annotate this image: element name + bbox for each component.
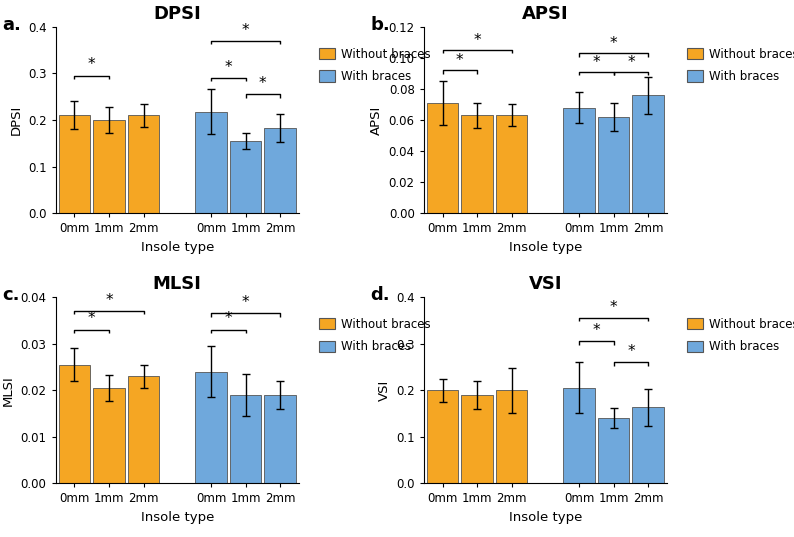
Bar (128, 115, 160, 213)
Text: *: * (225, 311, 232, 326)
Bar (427, 390, 458, 483)
Text: a.: a. (2, 16, 21, 34)
Legend: Without braces, With braces: Without braces, With braces (318, 48, 430, 83)
Bar (598, 117, 630, 213)
Bar (633, 408, 664, 483)
Text: d.: d. (370, 286, 390, 304)
Text: *: * (627, 344, 634, 359)
Text: *: * (627, 55, 634, 70)
Y-axis label: APSI: APSI (370, 105, 383, 135)
Bar (564, 388, 595, 483)
Bar (229, 141, 261, 213)
Title: DPSI: DPSI (153, 4, 201, 23)
Bar (195, 372, 227, 483)
Bar (564, 107, 595, 213)
Bar (427, 103, 458, 213)
Title: MLSI: MLSI (153, 274, 202, 293)
Bar (128, 376, 160, 483)
Y-axis label: MLSI: MLSI (2, 375, 15, 405)
Text: *: * (456, 53, 464, 68)
Title: APSI: APSI (522, 4, 569, 23)
Text: *: * (105, 293, 113, 308)
Text: *: * (242, 23, 249, 38)
Title: VSI: VSI (529, 274, 562, 293)
Bar (59, 115, 91, 213)
Bar (93, 388, 125, 483)
Bar (195, 112, 227, 213)
Text: *: * (242, 295, 249, 310)
Y-axis label: DPSI: DPSI (10, 105, 22, 135)
X-axis label: Insole type: Insole type (509, 511, 582, 524)
Y-axis label: VSI: VSI (377, 380, 391, 401)
Text: *: * (473, 33, 481, 48)
Legend: Without braces, With braces: Without braces, With braces (687, 48, 794, 83)
X-axis label: Insole type: Insole type (509, 241, 582, 254)
Bar (496, 390, 527, 483)
Text: *: * (610, 300, 618, 315)
Bar (59, 365, 91, 483)
Bar (496, 115, 527, 213)
Text: *: * (610, 36, 618, 51)
X-axis label: Insole type: Insole type (141, 241, 214, 254)
Text: *: * (592, 323, 600, 338)
X-axis label: Insole type: Insole type (141, 511, 214, 524)
Bar (93, 120, 125, 213)
Text: c.: c. (2, 286, 20, 304)
Legend: Without braces, With braces: Without braces, With braces (687, 318, 794, 353)
Bar (264, 395, 296, 483)
Text: *: * (88, 57, 95, 72)
Text: b.: b. (370, 16, 390, 34)
Text: *: * (225, 60, 232, 75)
Text: *: * (592, 55, 600, 70)
Bar (229, 395, 261, 483)
Text: *: * (259, 76, 267, 91)
Text: *: * (88, 311, 95, 326)
Bar (598, 418, 630, 483)
Bar (633, 95, 664, 213)
Bar (264, 128, 296, 213)
Bar (461, 395, 493, 483)
Bar (461, 115, 493, 213)
Legend: Without braces, With braces: Without braces, With braces (318, 318, 430, 353)
